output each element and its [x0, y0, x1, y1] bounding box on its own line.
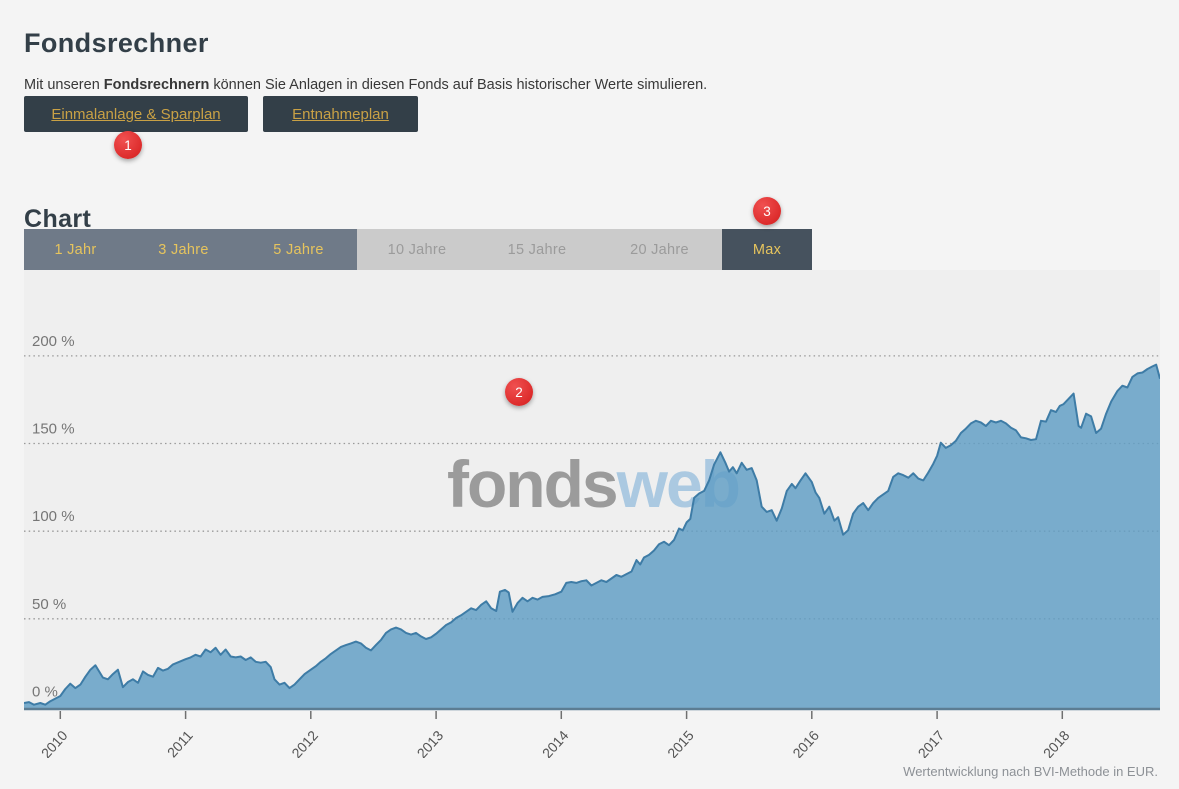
y-axis-label-0: 0 %: [32, 684, 58, 701]
annotation-badge-1: 1: [114, 131, 142, 159]
tab-3-jahre[interactable]: 3 Jahre: [127, 229, 240, 270]
tab-20-jahre[interactable]: 20 Jahre: [597, 229, 722, 270]
performance-line: [24, 363, 1160, 706]
y-axis-label-50: 50 %: [32, 596, 66, 613]
y-axis-label-150: 150 %: [32, 421, 75, 438]
performance-chart: fondsweb 0 % 50 % 100 % 150 % 200 % 2010 2011 20…: [24, 270, 1160, 789]
x-axis-label-2017: 2017: [915, 727, 948, 758]
chart-range-tabs: 1 Jahr 3 Jahre 5 Jahre 10 Jahre 15 Jahre 20 J…: [24, 229, 812, 270]
chart-heading: Chart: [24, 204, 92, 233]
x-axis-label-2012: 2012: [288, 727, 321, 758]
annotation-badge-2: 2: [505, 378, 533, 406]
y-axis-label-100: 100 %: [32, 508, 75, 525]
page-title: Fondsrechner: [24, 28, 209, 59]
intro-text: Mit unseren Fondsrechnern können Sie Anl…: [24, 77, 707, 93]
chart-footnote: Wertentwicklung nach BVI-Methode in EUR.: [903, 764, 1158, 779]
intro-text-suffix: können Sie Anlagen in diesen Fonds auf B…: [209, 76, 708, 93]
performance-area: [24, 364, 1160, 710]
x-axis-label-2016: 2016: [789, 727, 822, 758]
x-axis-label-2010: 2010: [38, 727, 71, 758]
entnahmeplan-button[interactable]: Entnahmeplan: [263, 96, 418, 132]
tab-15-jahre[interactable]: 15 Jahre: [477, 229, 597, 270]
tab-10-jahre[interactable]: 10 Jahre: [357, 229, 477, 270]
einmalanlage-sparplan-button[interactable]: Einmalanlage & Sparplan: [24, 96, 248, 132]
tab-1-jahr[interactable]: 1 Jahr: [24, 229, 127, 270]
intro-text-bold: Fondsrechnern: [103, 76, 210, 93]
tab-5-jahre[interactable]: 5 Jahre: [240, 229, 357, 270]
x-axis-label-2013: 2013: [414, 727, 447, 758]
tab-max[interactable]: Max: [722, 229, 812, 270]
annotation-badge-3: 3: [753, 197, 781, 225]
x-axis-label-2015: 2015: [664, 727, 697, 758]
x-axis-label-2014: 2014: [539, 727, 572, 758]
calculator-buttons: Einmalanlage & Sparplan Entnahmeplan: [24, 96, 418, 132]
intro-text-prefix: Mit unseren: [24, 76, 104, 93]
x-axis-label-2011: 2011: [164, 727, 196, 758]
y-axis-label-200: 200 %: [32, 333, 75, 350]
x-axis-label-2018: 2018: [1040, 727, 1073, 758]
